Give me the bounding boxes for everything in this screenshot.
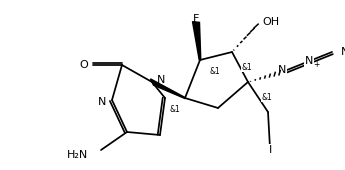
Text: N⁻: N⁻: [341, 47, 345, 57]
Text: N: N: [98, 97, 106, 107]
Text: &1: &1: [169, 106, 180, 115]
Text: O: O: [79, 60, 88, 70]
Text: &1: &1: [242, 63, 253, 72]
Text: +: +: [313, 60, 319, 69]
Text: N: N: [305, 56, 313, 66]
Polygon shape: [193, 22, 201, 60]
Text: &1: &1: [210, 67, 221, 76]
Text: &1: &1: [262, 92, 273, 101]
Polygon shape: [150, 79, 185, 99]
Text: H₂N: H₂N: [67, 150, 88, 160]
Text: F: F: [193, 14, 199, 24]
Text: OH: OH: [262, 17, 279, 27]
Text: I: I: [268, 145, 272, 155]
Text: N: N: [278, 65, 286, 75]
Text: N: N: [157, 75, 165, 85]
